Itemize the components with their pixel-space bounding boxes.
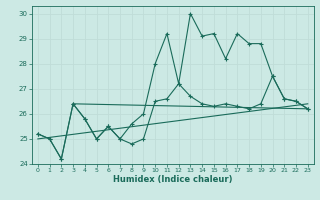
X-axis label: Humidex (Indice chaleur): Humidex (Indice chaleur): [113, 175, 233, 184]
